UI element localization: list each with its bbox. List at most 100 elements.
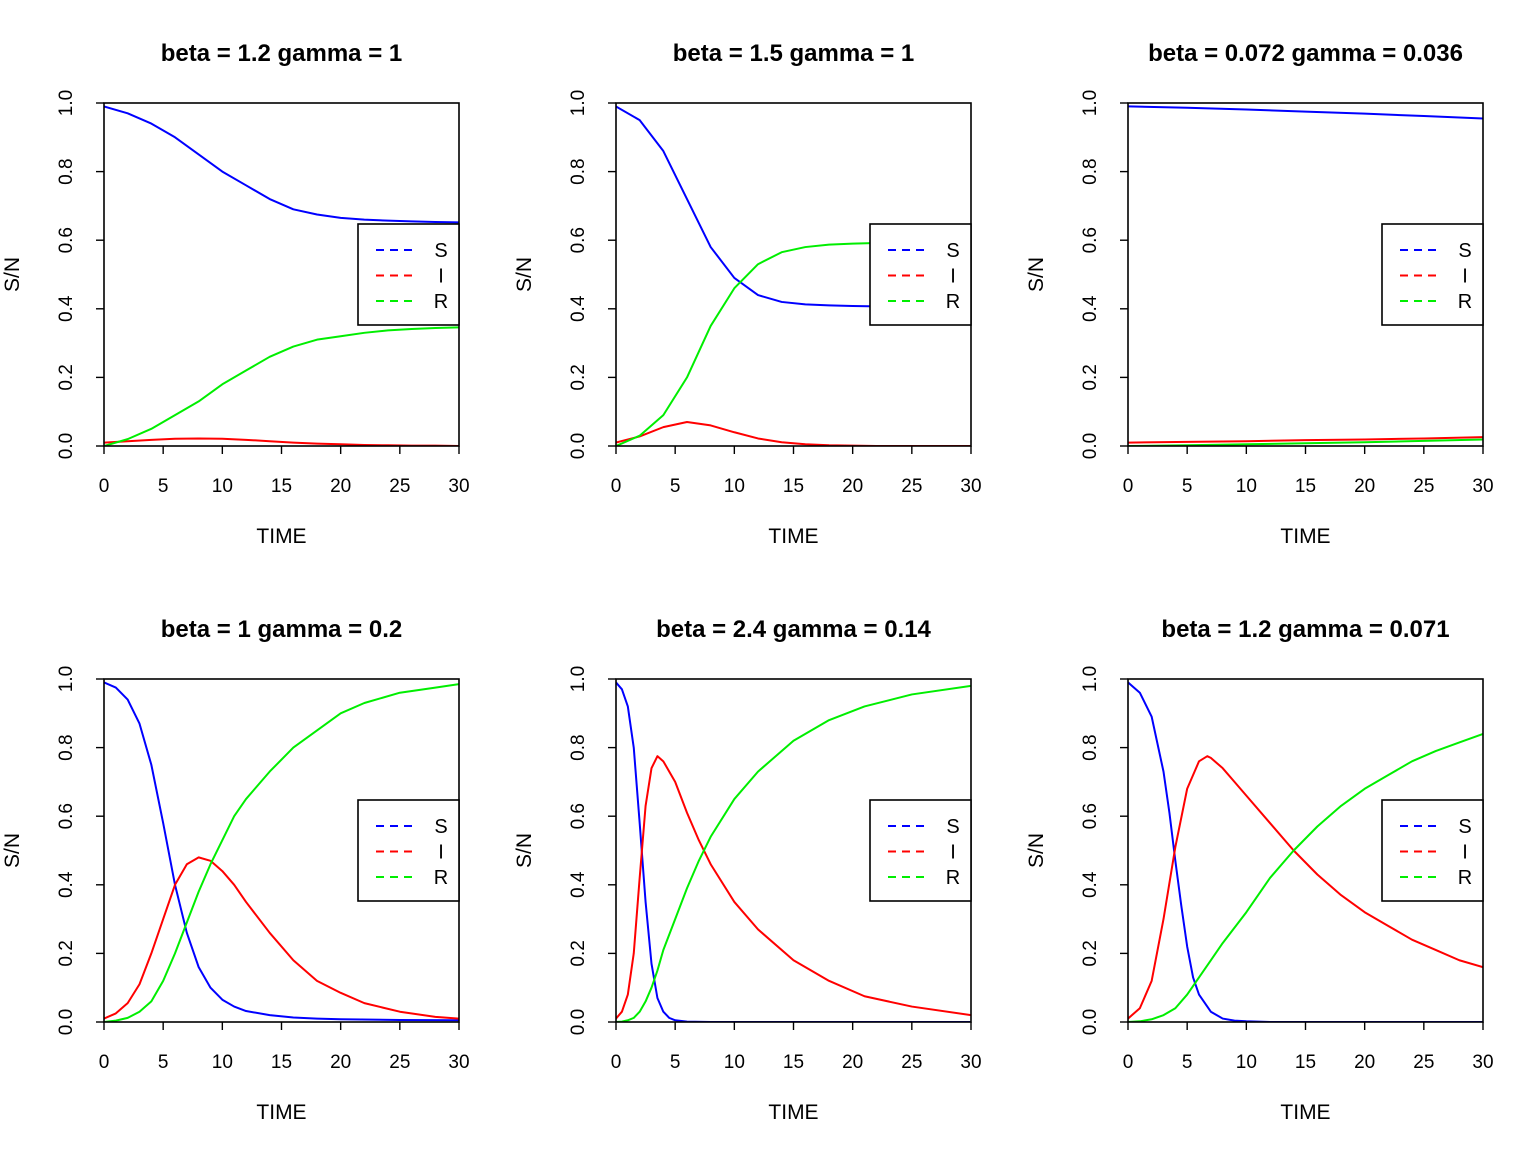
x-tick-label: 20 (330, 1052, 351, 1073)
x-tick-label: 15 (1295, 1052, 1316, 1073)
series-line-s (104, 105, 459, 224)
x-tick-label: 0 (1123, 476, 1134, 497)
legend-label: R (1458, 291, 1472, 313)
chart-title: beta = 1 gamma = 0.2 (161, 616, 402, 643)
legend: SIR (357, 223, 460, 326)
y-tick-label: 0.0 (56, 1009, 77, 1035)
legend-box (357, 799, 460, 902)
y-tick-label: 0.0 (56, 433, 77, 459)
series-line-i (1128, 755, 1483, 1020)
x-tick-label: 15 (271, 476, 292, 497)
chart-title: beta = 1.2 gamma = 0.071 (1161, 616, 1449, 643)
chart-panel-4: beta = 1 gamma = 0.2 0 5 10 15 20 25 30 0.0 0.2 0.… (1, 616, 470, 1124)
y-tick-label: 0.4 (568, 295, 589, 322)
x-tick-label: 10 (1236, 1052, 1257, 1073)
x-tick-label: 15 (783, 476, 804, 497)
y-tick-label: 0.4 (568, 871, 589, 898)
series-line-r (104, 326, 459, 446)
x-tick-label: 10 (724, 1052, 745, 1073)
y-tick-label: 0.6 (1080, 803, 1101, 829)
x-tick-label: 15 (1295, 476, 1316, 497)
chart-panel-5: beta = 2.4 gamma = 0.14 0 5 10 15 20 25 30 0.0 0.… (513, 616, 982, 1124)
y-tick-label: 0.4 (56, 295, 77, 322)
x-tick-label: 0 (611, 476, 622, 497)
y-axis-label: S/N (1, 833, 24, 868)
y-tick-label: 1.0 (1080, 666, 1101, 692)
x-tick-label: 0 (1123, 1052, 1134, 1073)
y-tick-label: 1.0 (1080, 90, 1101, 116)
legend-label: I (950, 266, 956, 288)
x-tick-label: 5 (1182, 476, 1193, 497)
x-tick-label: 20 (1354, 1052, 1375, 1073)
y-axis-label: S/N (513, 257, 536, 292)
y-tick-label: 0.2 (56, 940, 77, 966)
x-tick-label: 10 (724, 476, 745, 497)
legend: SIR (357, 799, 460, 902)
chart-panel-3: beta = 0.072 gamma = 0.036 0 5 10 15 20 25 30 0.… (1025, 40, 1494, 548)
chart-panel-6: beta = 1.2 gamma = 0.071 0 5 10 15 20 25 30 0.0 0… (1025, 616, 1494, 1124)
x-tick-label: 10 (212, 1052, 233, 1073)
chart-title: beta = 1.5 gamma = 1 (673, 40, 914, 67)
x-tick-label: 20 (842, 476, 863, 497)
y-tick-label: 1.0 (56, 90, 77, 116)
y-tick-label: 1.0 (568, 666, 589, 692)
x-tick-label: 30 (1472, 476, 1493, 497)
x-tick-label: 0 (611, 1052, 622, 1073)
y-tick-label: 0.8 (1080, 734, 1101, 760)
y-axis-label: S/N (1025, 833, 1048, 868)
x-tick-label: 25 (1413, 476, 1434, 497)
y-tick-label: 0.2 (56, 364, 77, 390)
y-tick-label: 0.6 (56, 803, 77, 829)
y-tick-label: 1.0 (56, 666, 77, 692)
y-tick-label: 0.0 (1080, 433, 1101, 459)
x-tick-label: 5 (670, 476, 681, 497)
y-axis-label: S/N (513, 833, 536, 868)
series-line-i (1128, 436, 1483, 444)
y-tick-label: 0.8 (1080, 158, 1101, 184)
x-tick-label: 30 (448, 476, 469, 497)
y-tick-label: 0.0 (568, 433, 589, 459)
chart-panel-1: beta = 1.2 gamma = 1 0 5 10 15 20 25 30 0.0 0.2 0.… (1, 40, 470, 548)
x-tick-label: 5 (1182, 1052, 1193, 1073)
legend: SIR (1381, 799, 1484, 902)
chart-title: beta = 0.072 gamma = 0.036 (1148, 40, 1463, 67)
legend-label: I (1462, 266, 1468, 288)
x-tick-label: 10 (1236, 476, 1257, 497)
y-tick-label: 0.4 (1080, 295, 1101, 322)
chart-title: beta = 2.4 gamma = 0.14 (656, 616, 931, 643)
series-line-s (1128, 105, 1483, 120)
legend-label: S (434, 240, 447, 262)
x-axis-label: TIME (768, 1101, 818, 1124)
x-axis-label: TIME (768, 525, 818, 548)
legend-label: R (434, 291, 448, 313)
x-tick-label: 5 (158, 476, 169, 497)
legend-label: S (1458, 240, 1471, 262)
x-tick-label: 20 (842, 1052, 863, 1073)
x-axis-label: TIME (1280, 1101, 1330, 1124)
legend-label: S (946, 240, 959, 262)
x-axis-label: TIME (1280, 525, 1330, 548)
series-line-i (616, 755, 971, 1020)
x-tick-label: 30 (960, 476, 981, 497)
x-axis-label: TIME (256, 1101, 306, 1124)
series-line-s (616, 681, 971, 1022)
y-tick-label: 0.6 (56, 227, 77, 253)
x-tick-label: 15 (271, 1052, 292, 1073)
series-line-i (104, 856, 459, 1020)
series-line-r (1128, 732, 1483, 1022)
x-tick-label: 20 (330, 476, 351, 497)
legend: SIR (1381, 223, 1484, 326)
x-tick-label: 0 (99, 1052, 110, 1073)
series-line-s (1128, 681, 1483, 1022)
y-tick-label: 0.6 (1080, 227, 1101, 253)
legend-label: I (950, 842, 956, 864)
legend: SIR (869, 223, 972, 326)
y-tick-label: 0.8 (56, 734, 77, 760)
series-group (1128, 681, 1483, 1022)
legend-label: S (946, 816, 959, 838)
series-line-s (104, 681, 459, 1022)
x-tick-label: 0 (99, 476, 110, 497)
y-tick-label: 0.2 (568, 364, 589, 390)
x-tick-label: 20 (1354, 476, 1375, 497)
